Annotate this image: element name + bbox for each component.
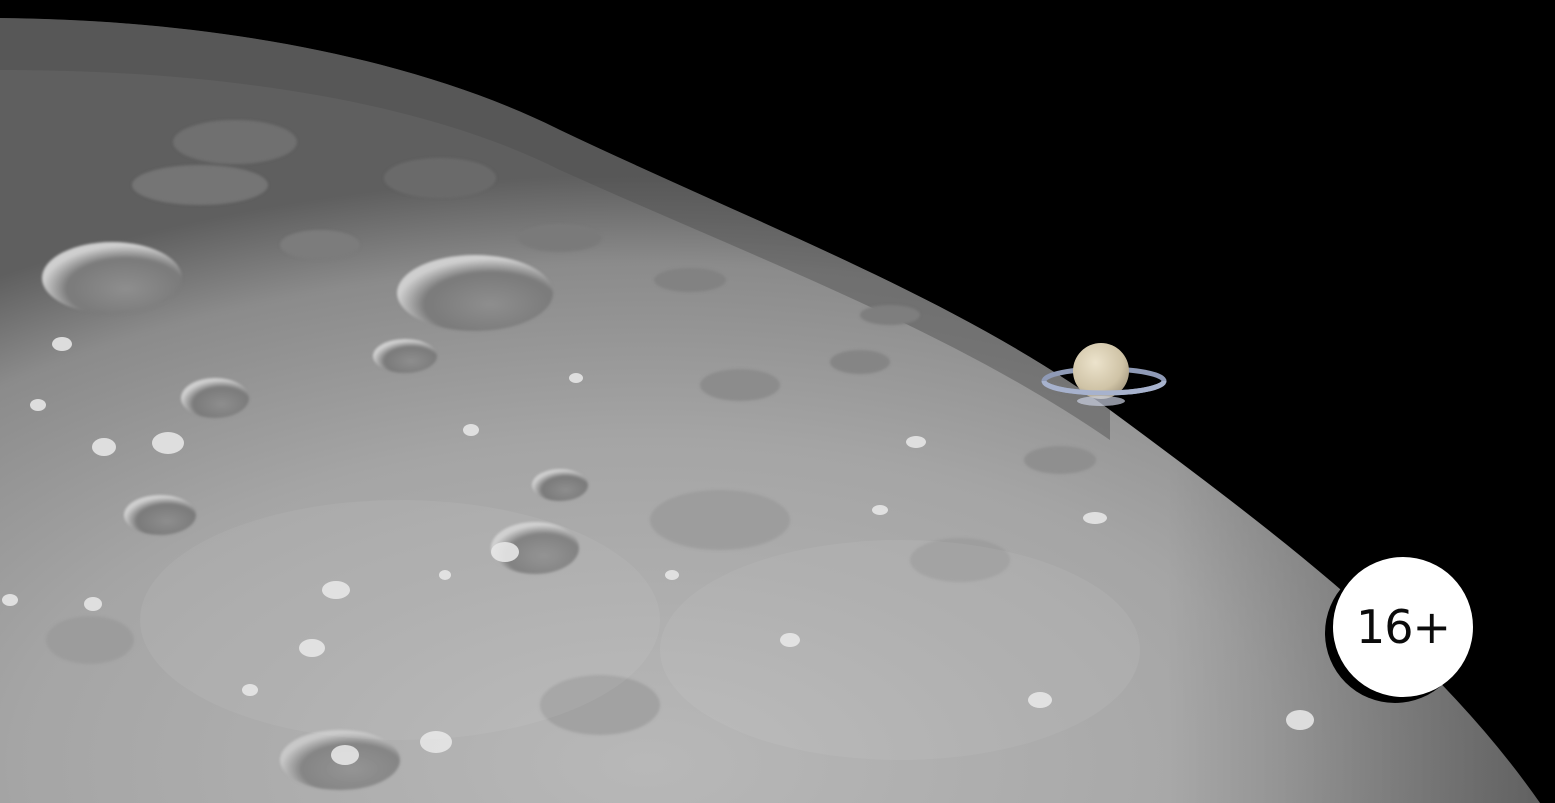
age-rating-label: 16+	[1355, 600, 1451, 654]
age-rating-badge: 16+	[1333, 557, 1473, 697]
saturn-icon	[1041, 343, 1167, 406]
